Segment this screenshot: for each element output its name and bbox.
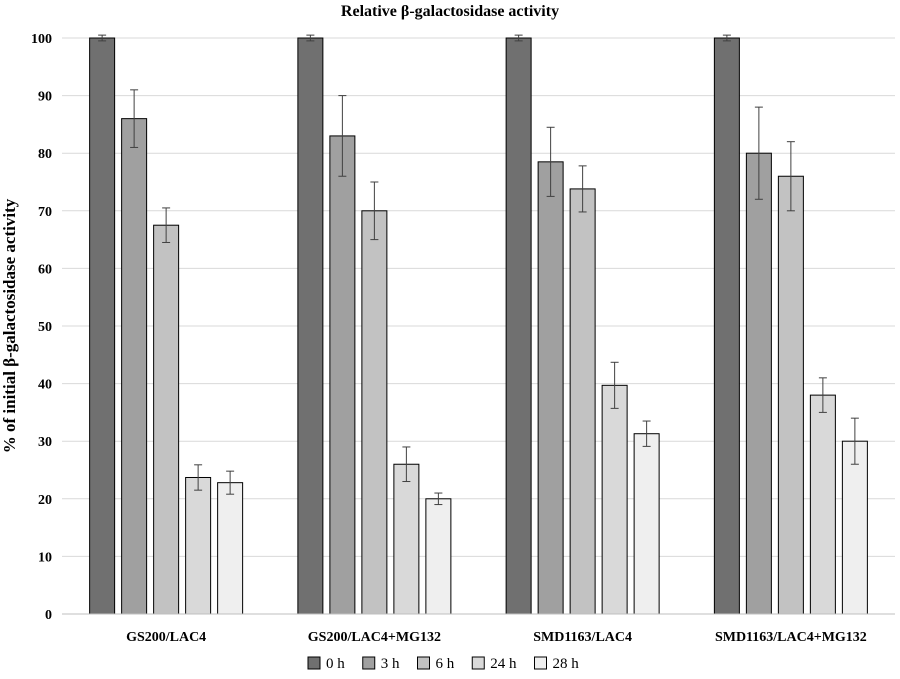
legend-item: 24 h: [471, 656, 517, 672]
bar: [777, 175, 804, 615]
legend-swatch: [471, 656, 485, 670]
bar: [393, 463, 420, 615]
bar: [425, 498, 452, 615]
error-bar: [162, 207, 171, 243]
legend-label: 6 h: [436, 656, 455, 672]
y-tick-label: 10: [38, 550, 52, 565]
error-bar: [546, 126, 555, 197]
bar: [745, 152, 772, 615]
error-bar: [130, 89, 139, 148]
y-tick-label: 80: [38, 147, 52, 162]
error-bar: [434, 492, 443, 506]
x-tick-label: SMD1163/LAC4: [533, 630, 632, 645]
y-tick-label: 70: [38, 205, 52, 220]
legend-item: 28 h: [534, 656, 580, 672]
legend-label: 28 h: [553, 656, 580, 672]
legend-swatch: [534, 656, 547, 670]
bar: [841, 440, 868, 615]
legend-label: 3 h: [381, 656, 400, 672]
error-bar: [370, 181, 379, 241]
x-tick-label: SMD1163/LAC4+MG132: [715, 630, 867, 645]
legend-swatch: [362, 656, 376, 670]
error-bar: [642, 420, 651, 447]
y-tick-label: 60: [38, 262, 52, 277]
bar: [713, 37, 740, 615]
legend-item: 6 h: [417, 656, 455, 672]
bar: [809, 394, 836, 615]
error-bars: [98, 34, 859, 506]
legend-label: 24 h: [490, 656, 517, 672]
x-tick-label: GS200/LAC4: [126, 630, 206, 645]
error-bar: [850, 417, 859, 465]
error-bar: [98, 34, 107, 42]
y-tick-label: 40: [38, 378, 52, 393]
bar: [537, 161, 564, 615]
bar: [601, 384, 628, 615]
y-tick-label: 50: [38, 320, 52, 335]
bar: [361, 210, 388, 615]
error-bar: [514, 34, 523, 42]
error-bar: [722, 34, 731, 42]
error-bar: [786, 141, 795, 212]
bar: [185, 476, 212, 615]
y-axis-label: % of initial β-galactosidase activity: [0, 198, 19, 453]
bar: [329, 135, 356, 615]
bar: [153, 224, 180, 615]
legend: 0 h 3 h 6 h 24 h 28 h: [307, 656, 580, 672]
bar: [633, 433, 660, 615]
x-tick-label: GS200/LAC4+MG132: [308, 630, 441, 645]
error-bar: [754, 106, 763, 200]
y-axis-ticks: 0 10 20 30 40 50 60 70 80 90 100: [31, 32, 52, 623]
error-bar: [306, 34, 315, 42]
y-tick-label: 0: [45, 608, 52, 623]
error-bar: [226, 470, 235, 495]
error-bar: [402, 446, 411, 483]
bar: [89, 37, 116, 615]
error-bar: [610, 361, 619, 409]
y-tick-label: 20: [38, 493, 52, 508]
error-bar: [578, 165, 587, 213]
error-bar: [818, 377, 827, 413]
bar: [121, 118, 148, 615]
bar: [505, 37, 532, 615]
legend-item: 0 h: [307, 656, 345, 672]
error-bar: [338, 95, 347, 177]
y-tick-label: 30: [38, 435, 52, 450]
y-tick-label: 100: [31, 32, 52, 47]
legend-swatch: [417, 656, 430, 670]
bar: [297, 37, 324, 615]
legend-label: 0 h: [326, 656, 345, 672]
bar: [217, 482, 244, 615]
chart-title: Relative β-galactosidase activity: [341, 3, 559, 20]
y-tick-label: 90: [38, 90, 52, 105]
legend-item: 3 h: [362, 656, 400, 672]
legend-swatch: [307, 656, 321, 670]
category-labels: GS200/LAC4 GS200/LAC4+MG132 SMD1163/LAC4 SM…: [126, 630, 867, 645]
error-bar: [194, 464, 203, 491]
bar: [569, 188, 596, 615]
